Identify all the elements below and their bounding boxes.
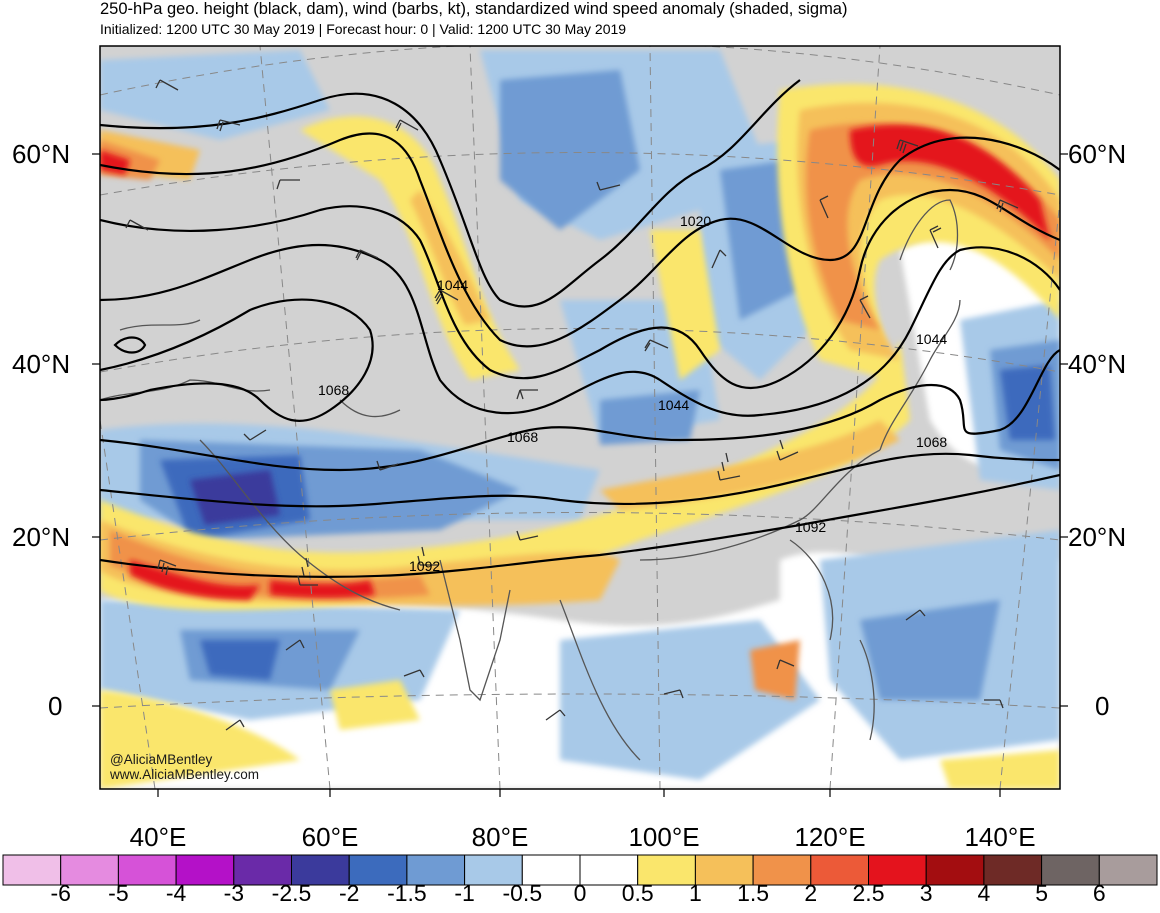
lat-label-right: 0 <box>1095 691 1110 721</box>
colorbar-tick-label: -2 <box>338 880 360 906</box>
lon-label: 60°E <box>301 822 359 852</box>
colorbar-tick-label: 2.5 <box>852 880 885 906</box>
colorbar-swatch <box>868 854 927 886</box>
colorbar-swatch <box>521 854 581 886</box>
colorbar-tick-label: 3 <box>919 880 933 906</box>
lat-label-left: 40°N <box>12 349 71 379</box>
colorbar-tick-label: 5 <box>1035 880 1048 906</box>
colorbar-swatch <box>464 854 523 886</box>
axis-ticks <box>92 153 1068 797</box>
map-frame <box>99 45 1061 790</box>
colorbar-tick-label: 0.5 <box>621 880 654 906</box>
colorbar-tick-label: -4 <box>165 880 187 906</box>
colorbar-tick-label: -6 <box>50 880 71 906</box>
contour-label: 1068 <box>916 434 947 450</box>
colorbar-tick-label: -2.5 <box>271 880 312 906</box>
colorbar <box>2 854 1158 886</box>
lat-label-left: 60°N <box>12 139 71 169</box>
colorbar-swatch <box>2 854 62 886</box>
colorbar-swatch <box>291 854 350 886</box>
lat-label-left: 20°N <box>12 522 71 552</box>
colorbar-tick-label: 6 <box>1092 880 1106 906</box>
contour-label: 1068 <box>507 429 538 445</box>
credit-website[interactable]: www.AliciaMBentley.com <box>110 767 260 782</box>
colorbar-swatch <box>983 854 1043 886</box>
colorbar-tick-label: 2 <box>804 880 818 906</box>
colorbar-tick-label: -0.5 <box>502 880 543 906</box>
lat-label-right: 60°N <box>1068 139 1127 169</box>
colorbar-swatch <box>117 854 177 886</box>
colorbar-tick-label: -3 <box>223 880 245 906</box>
colorbar-swatch <box>694 854 754 886</box>
colorbar-swatch <box>579 854 639 886</box>
contour-label: 1044 <box>916 331 947 347</box>
chart-title: 250-hPa geo. height (black, dam), wind (… <box>100 0 848 18</box>
colorbar-swatch <box>175 854 235 886</box>
colorbar-swatch <box>810 854 869 886</box>
colorbar-tick-label: 1.5 <box>737 880 770 906</box>
colorbar-swatch <box>925 854 985 886</box>
lat-label-right: 40°N <box>1068 349 1127 379</box>
credit-handle: @AliciaMBentley <box>110 752 213 767</box>
colorbar-swatch <box>752 854 812 886</box>
contour-label: 1092 <box>795 519 826 535</box>
colorbar-tick-label: 4 <box>977 880 991 906</box>
colorbar-swatch <box>637 854 696 886</box>
colorbar-tick-label: -1 <box>454 880 475 906</box>
colorbar-tick-label: -1.5 <box>387 880 427 906</box>
contour-label: 1020 <box>680 213 711 229</box>
wind-barbs <box>125 79 1019 731</box>
contour-label: 1044 <box>437 277 468 293</box>
negative-anomaly-max <box>190 470 280 525</box>
contour-label: 1044 <box>658 397 689 413</box>
colorbar-swatch <box>60 854 119 886</box>
contour-label: 1068 <box>318 382 349 398</box>
lat-label-left: 0 <box>48 691 63 721</box>
lon-label: 100°E <box>628 822 700 852</box>
colorbar-swatch <box>348 854 408 886</box>
lon-label: 40°E <box>129 822 187 852</box>
colorbar-swatch <box>406 854 466 886</box>
colorbar-swatch <box>1041 854 1100 886</box>
colorbar-tick-label: -5 <box>108 880 129 906</box>
lon-label: 80°E <box>471 822 529 852</box>
colorbar-tick-label: 1 <box>688 880 702 906</box>
colorbar-swatch <box>233 854 293 886</box>
lat-label-right: 20°N <box>1068 522 1127 552</box>
colorbar-tick-label: 0 <box>573 880 587 906</box>
chart-subtitle: Initialized: 1200 UTC 30 May 2019 | Fore… <box>100 21 627 37</box>
lon-label: 120°E <box>794 822 866 852</box>
height-contours <box>100 79 1060 578</box>
contour-label: 1092 <box>409 558 440 574</box>
contour-label-group: 1020 1044 1044 1044 1068 1068 1068 1092 … <box>318 213 947 574</box>
colorbar-swatch <box>1098 854 1158 886</box>
lon-label: 140°E <box>964 822 1036 852</box>
